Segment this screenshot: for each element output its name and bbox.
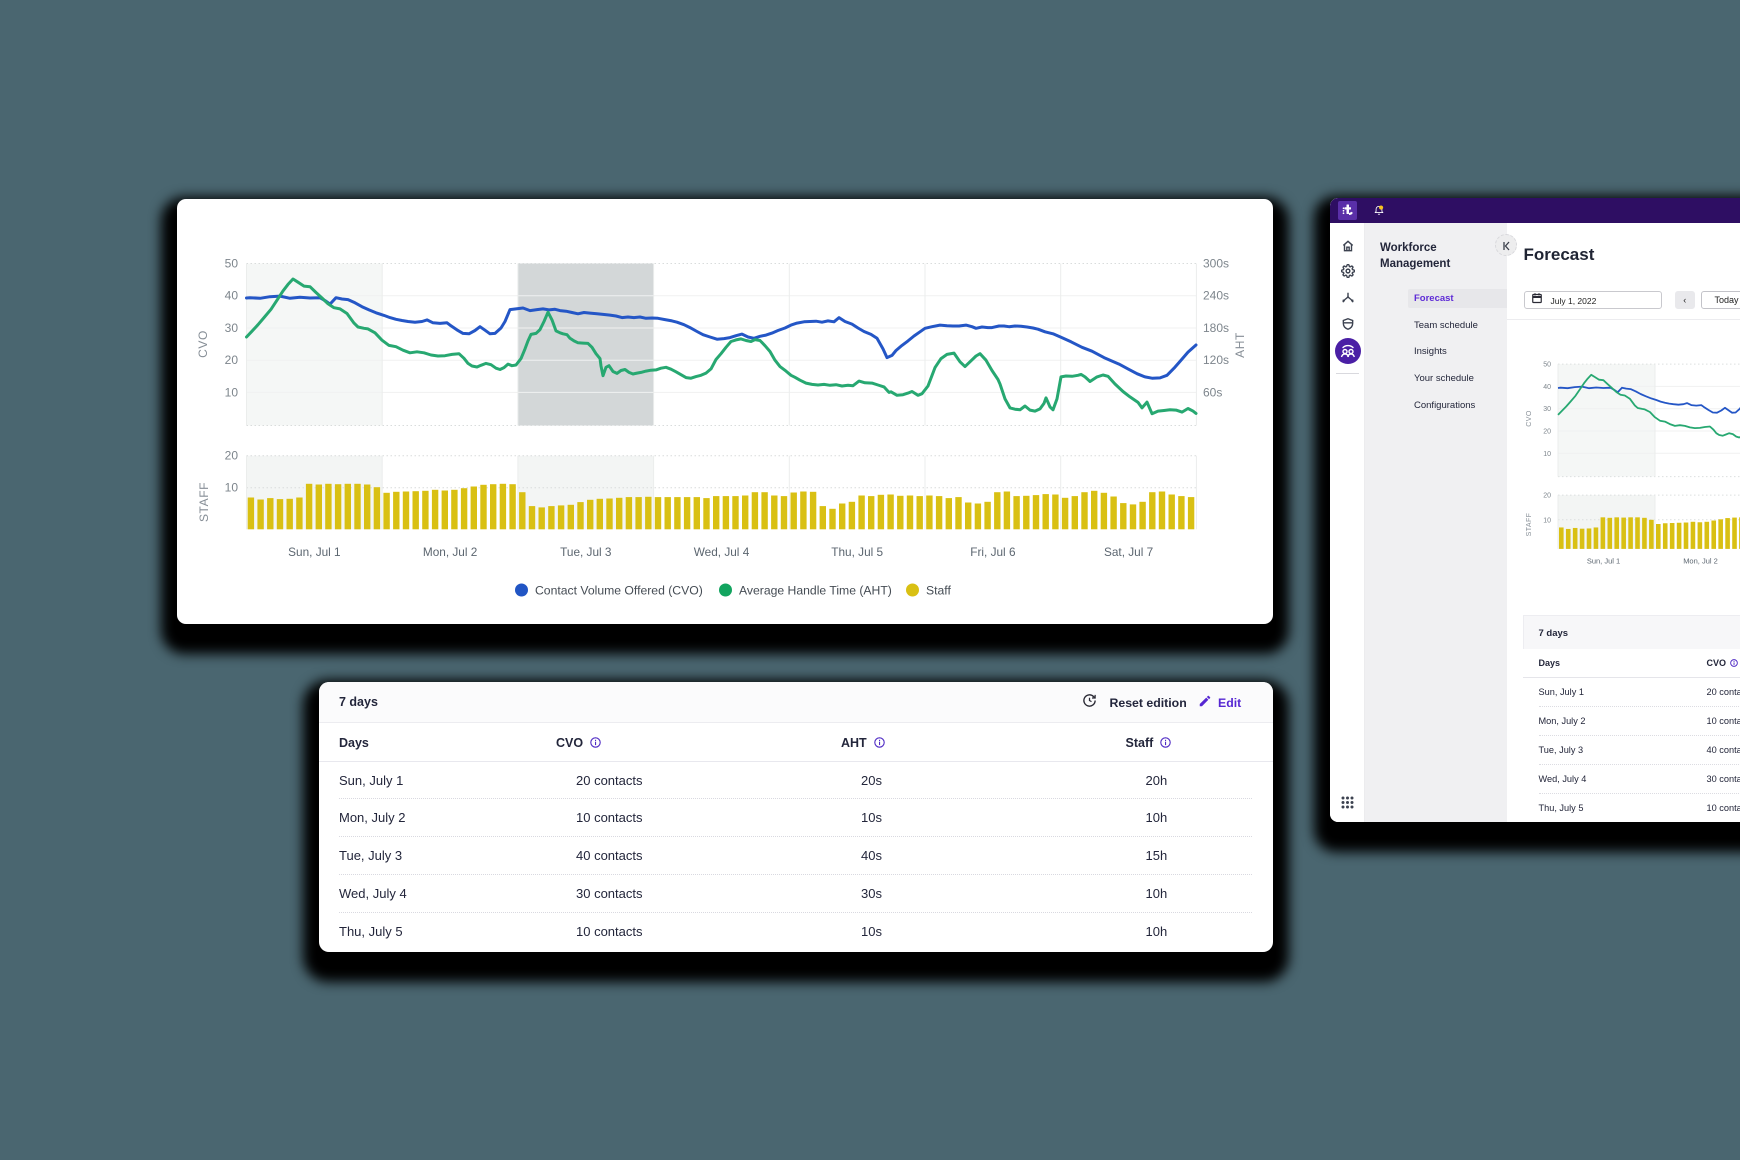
svg-text:Mon, Jul 2: Mon, Jul 2 xyxy=(423,545,477,559)
svg-text:240s: 240s xyxy=(1203,289,1229,303)
svg-text:50: 50 xyxy=(1543,361,1551,368)
svg-text:50: 50 xyxy=(225,257,239,271)
svg-text:60s: 60s xyxy=(1203,385,1222,399)
svg-text:40: 40 xyxy=(1543,383,1551,390)
svg-text:20: 20 xyxy=(225,449,239,463)
svg-text:10: 10 xyxy=(1543,450,1551,457)
svg-text:Mon, Jul 2: Mon, Jul 2 xyxy=(1683,556,1718,565)
svg-text:300s: 300s xyxy=(1203,257,1229,271)
svg-text:Fri, Jul 6: Fri, Jul 6 xyxy=(970,545,1016,559)
svg-text:CVO: CVO xyxy=(1526,410,1533,427)
svg-text:180s: 180s xyxy=(1203,321,1229,335)
svg-text:Sun, Jul 1: Sun, Jul 1 xyxy=(1587,556,1620,565)
svg-text:20: 20 xyxy=(1543,492,1551,499)
svg-text:STAFF: STAFF xyxy=(1526,512,1533,536)
svg-text:20: 20 xyxy=(1543,428,1551,435)
svg-text:120s: 120s xyxy=(1203,353,1229,367)
svg-text:AHT: AHT xyxy=(1233,332,1247,358)
svg-text:Staff: Staff xyxy=(926,584,951,598)
svg-text:STAFF: STAFF xyxy=(197,482,211,522)
svg-text:10: 10 xyxy=(225,385,239,399)
svg-text:CVO: CVO xyxy=(196,330,210,358)
svg-text:Thu, Jul 5: Thu, Jul 5 xyxy=(831,545,883,559)
svg-text:30: 30 xyxy=(225,321,239,335)
svg-text:Sat, Jul 7: Sat, Jul 7 xyxy=(1104,545,1153,559)
svg-text:Average Handle Time (AHT): Average Handle Time (AHT) xyxy=(739,584,892,598)
svg-text:Wed, Jul 4: Wed, Jul 4 xyxy=(694,545,750,559)
svg-text:40: 40 xyxy=(225,289,239,303)
svg-text:Contact Volume Offered (CVO): Contact Volume Offered (CVO) xyxy=(535,584,703,598)
svg-text:10: 10 xyxy=(225,481,239,495)
svg-text:20: 20 xyxy=(225,353,239,367)
svg-text:Sun, Jul 1: Sun, Jul 1 xyxy=(288,545,340,559)
svg-text:30: 30 xyxy=(1543,406,1551,413)
svg-text:10: 10 xyxy=(1543,517,1551,524)
svg-text:Tue, Jul 3: Tue, Jul 3 xyxy=(560,545,612,559)
